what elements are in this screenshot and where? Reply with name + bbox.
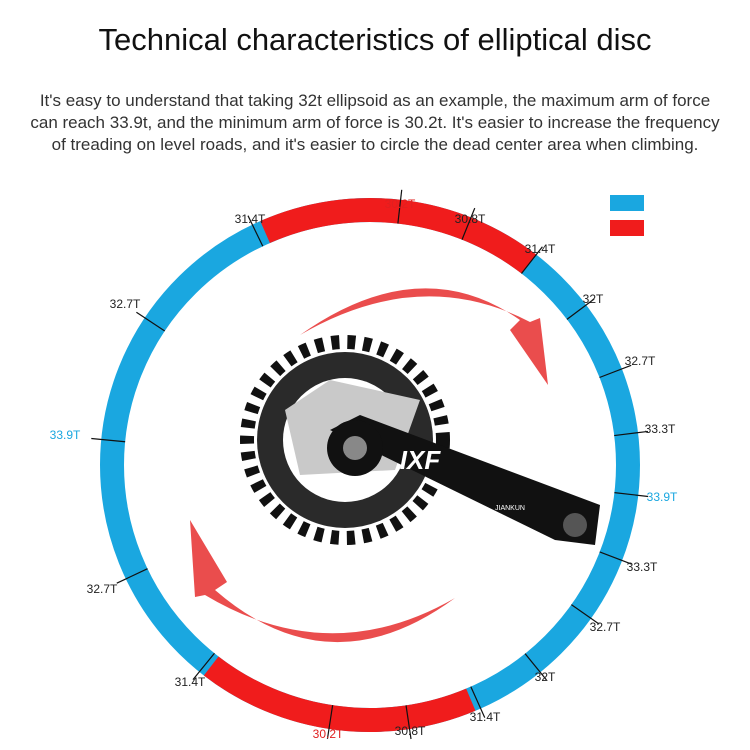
- ring-label: 30.2T: [385, 197, 416, 211]
- ring: 31.4T 30.2T 30.8T 31.4T 32T 32.7T 33.3T 33.9T 33…: [50, 189, 678, 741]
- crank-brand: IXF: [400, 445, 442, 475]
- pedal-hole: [563, 513, 587, 537]
- crank-arm: [330, 415, 600, 545]
- legend-blue: [610, 195, 644, 211]
- crank-maker: JIANKUN: [495, 505, 525, 512]
- ring-tick: [461, 207, 476, 240]
- ring-tick: [524, 653, 547, 681]
- ring-tick: [326, 705, 334, 739]
- ring-label: 32.7T: [625, 354, 656, 368]
- ring-tick: [470, 686, 486, 718]
- ring-label: 32T: [583, 292, 604, 306]
- ring-label: 33.9T: [647, 490, 678, 504]
- ring-red: [203, 656, 476, 732]
- chainring-teeth: [240, 335, 450, 545]
- ring-tick: [397, 189, 403, 224]
- ring-tick: [614, 492, 649, 498]
- ring-label: 32T: [535, 670, 556, 684]
- ring-tick: [599, 551, 632, 565]
- title: Technical characteristics of elliptical …: [98, 22, 652, 57]
- ring-tick: [405, 705, 412, 740]
- ring-red: [260, 198, 537, 274]
- ring-label: 33.9T: [50, 428, 81, 442]
- ring-label: 32.7T: [110, 297, 141, 311]
- ring-label: 33.3T: [627, 560, 658, 574]
- ring-tick: [247, 215, 264, 247]
- axle: [343, 436, 367, 460]
- ring-label: 30.2T: [313, 727, 344, 741]
- ring-tick: [91, 437, 126, 443]
- ring-label: 32.7T: [590, 620, 621, 634]
- description: It's easy to understand that taking 32t …: [30, 91, 720, 154]
- legend-red: [610, 220, 644, 236]
- ring-label: 30.8T: [455, 212, 486, 226]
- ring-tick: [566, 298, 595, 320]
- ring-label: 31.4T: [235, 212, 266, 226]
- ring-tick: [192, 652, 215, 680]
- ring-label: 31.4T: [525, 242, 556, 256]
- arrow: [190, 520, 455, 643]
- ring-label: 32.7T: [87, 582, 118, 596]
- ring-tick: [521, 246, 543, 274]
- ring-label: 30.8T: [395, 724, 426, 738]
- ring-tick: [571, 604, 600, 625]
- ring-label: 31.4T: [175, 675, 206, 689]
- ring-label: 33.3T: [645, 422, 676, 436]
- ring-tick: [599, 364, 632, 379]
- ring-tick: [136, 311, 166, 332]
- ring-tick: [116, 568, 148, 584]
- ring-tick: [614, 430, 649, 437]
- ring-label: 31.4T: [470, 710, 501, 724]
